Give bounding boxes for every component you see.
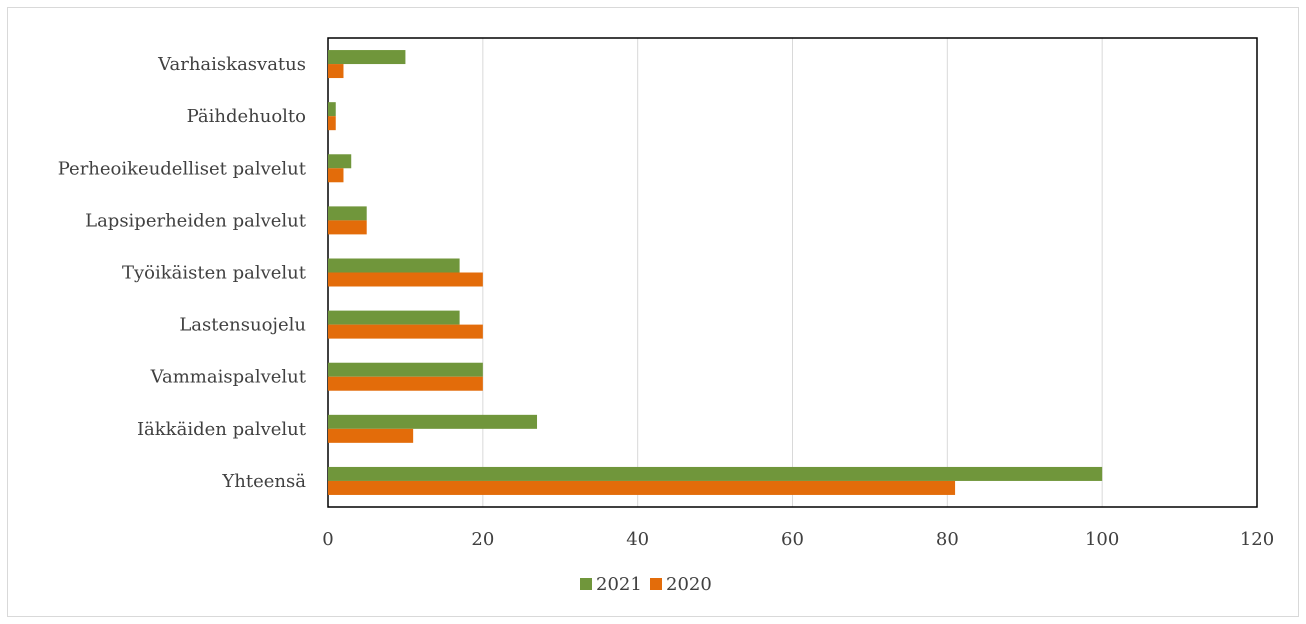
category-label: Yhteensä <box>221 471 306 492</box>
category-label: Varhaiskasvatus <box>157 54 306 75</box>
x-tick-label: 120 <box>1240 529 1274 550</box>
legend-swatch-2020 <box>650 578 662 590</box>
bar-2021 <box>328 362 483 377</box>
bar-2021 <box>328 50 406 65</box>
bar-2021 <box>328 414 538 429</box>
bar-2020 <box>328 64 344 79</box>
bar-2021 <box>328 466 1103 481</box>
bar-2020 <box>328 220 367 235</box>
bar-2021 <box>328 310 460 325</box>
bar-2021 <box>328 102 336 117</box>
x-tick-label: 100 <box>1085 529 1119 550</box>
bar-2021 <box>328 258 460 273</box>
bar-2021 <box>328 206 367 221</box>
legend-label: 2020 <box>666 574 712 595</box>
bar-2020 <box>328 376 483 391</box>
bar-2021 <box>328 154 352 169</box>
category-label: Lastensuojelu <box>179 315 306 336</box>
category-label: Perheoikeudelliset palvelut <box>58 158 307 179</box>
bar-2020 <box>328 480 956 495</box>
bar-2020 <box>328 116 336 131</box>
category-label: Työikäisten palvelut <box>122 263 307 284</box>
category-label: Lapsiperheiden palvelut <box>85 210 307 231</box>
x-tick-label: 80 <box>936 529 959 550</box>
x-tick-label: 20 <box>471 529 494 550</box>
legend-label: 2021 <box>596 574 642 595</box>
chart-frame <box>7 7 1299 617</box>
category-label: Iäkkäiden palvelut <box>137 419 307 440</box>
x-tick-label: 0 <box>322 529 333 550</box>
category-label: Päihdehuolto <box>187 106 306 127</box>
category-label: Vammaispalvelut <box>150 367 307 388</box>
x-tick-label: 40 <box>626 529 649 550</box>
bar-2020 <box>328 324 483 339</box>
bar-2020 <box>328 428 414 443</box>
bar-2020 <box>328 168 344 183</box>
bar-2020 <box>328 272 483 287</box>
x-tick-label: 60 <box>781 529 804 550</box>
legend-swatch-2021 <box>580 578 592 590</box>
